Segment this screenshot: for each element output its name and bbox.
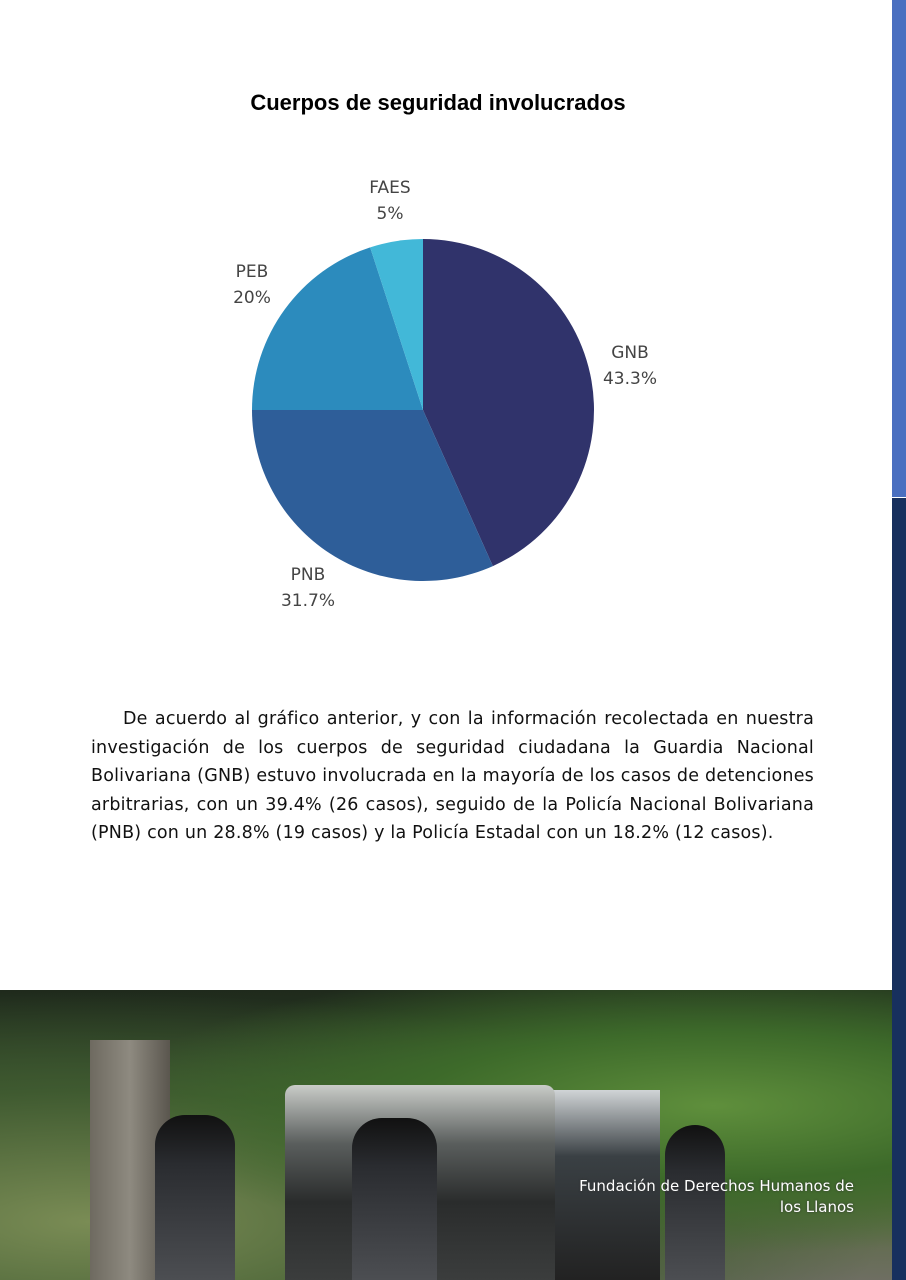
- body-paragraph: De acuerdo al gráfico anterior, y con la…: [91, 709, 814, 844]
- chart-title: Cuerpos de seguridad involucrados: [250, 90, 626, 115]
- security-forces-photo: [0, 990, 892, 1280]
- pie-slice-faes: [370, 239, 423, 410]
- pie-chart: [252, 239, 594, 581]
- label-peb: PEB 20%: [233, 262, 271, 308]
- side-accent-bar-bottom: [892, 498, 906, 1280]
- pie-slice-gnb: [423, 239, 594, 567]
- pie-slice-pnb: [252, 410, 493, 581]
- label-faes: FAES 5%: [369, 178, 411, 224]
- label-gnb: GNB 43.3%: [602, 343, 658, 389]
- photo-caption: Fundación de Derechos Humanos de los Lla…: [579, 1177, 854, 1216]
- side-accent-bar-top: [892, 0, 906, 497]
- pie-slice-peb: [252, 247, 423, 410]
- label-pnb: PNB 31.7%: [280, 565, 336, 611]
